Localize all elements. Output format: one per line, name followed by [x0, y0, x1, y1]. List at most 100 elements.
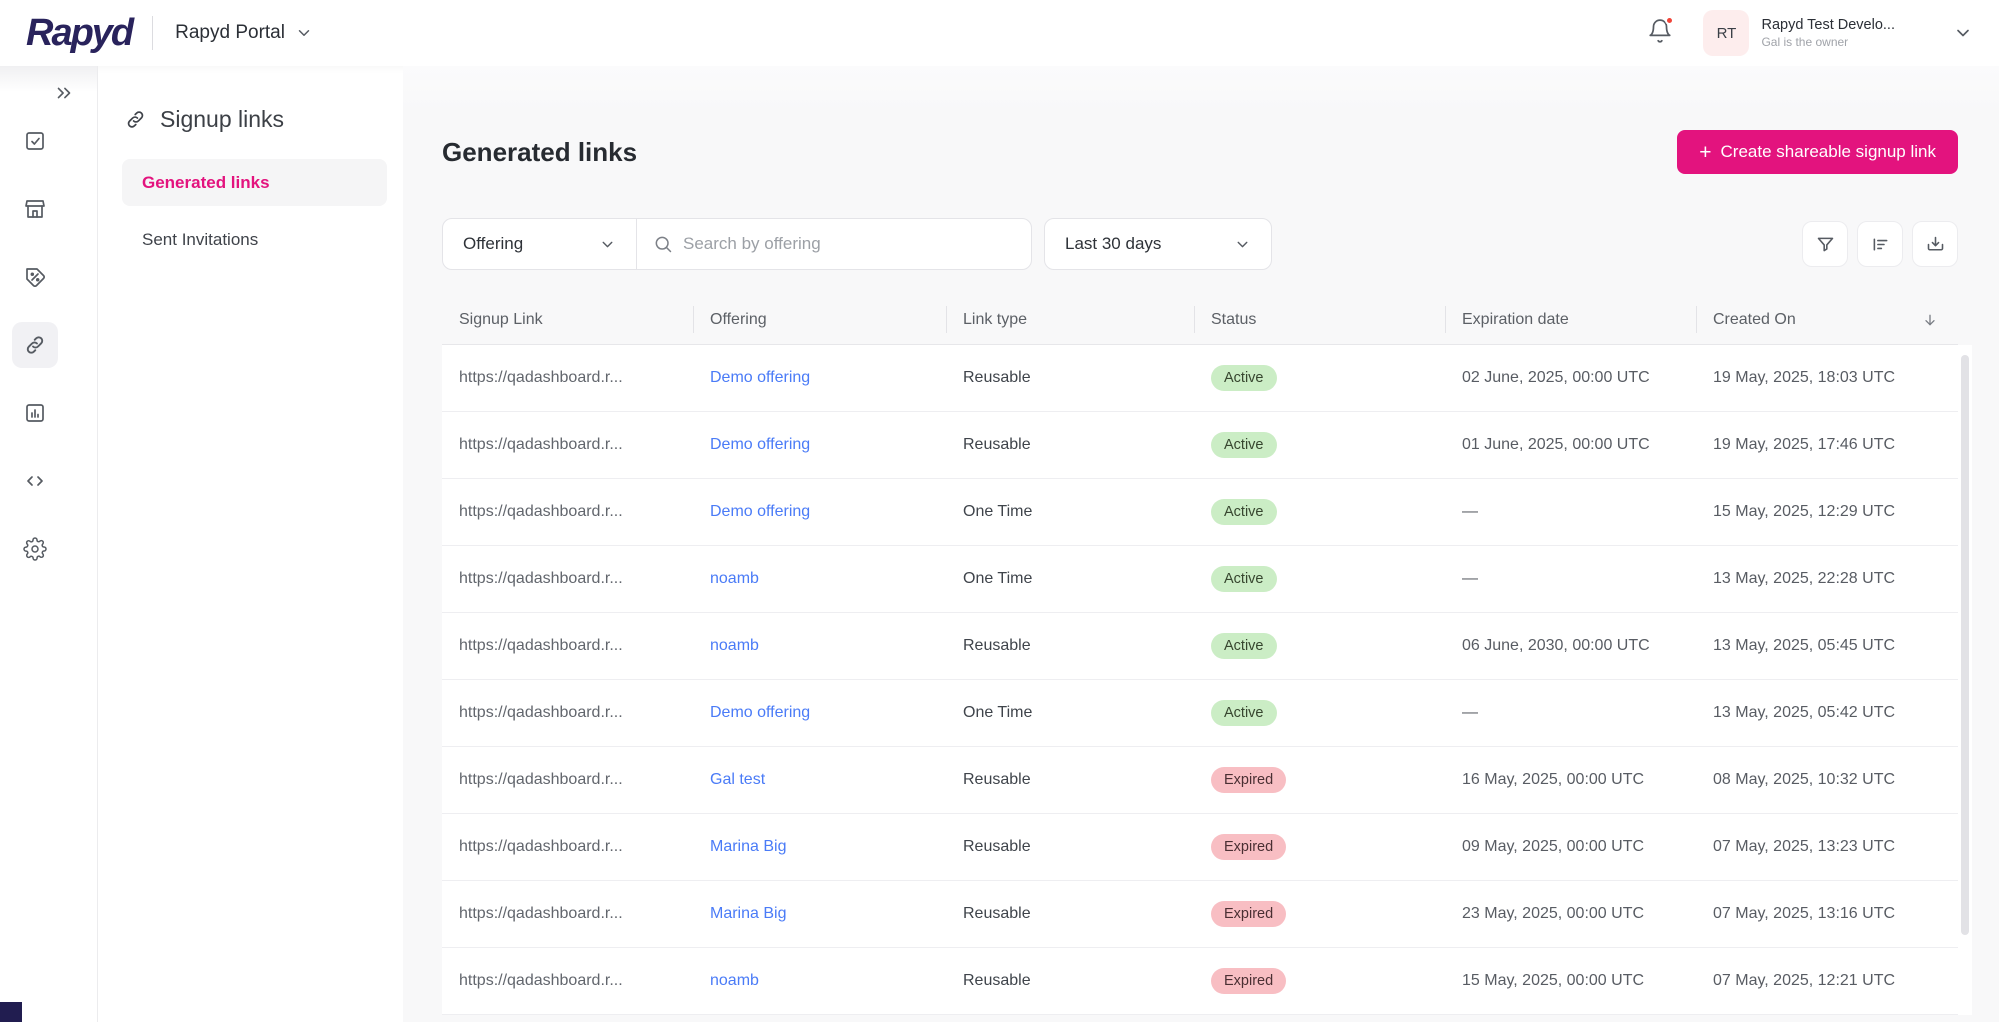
- rapyd-logo: Rapyd: [26, 11, 134, 54]
- cell-expiration-date: 15 May, 2025, 00:00 UTC: [1462, 972, 1645, 989]
- cell-status: Active: [1194, 365, 1445, 391]
- filter-button[interactable]: [1802, 221, 1848, 267]
- table-row: https://qadashboard.r... Gal test Reusab…: [442, 747, 1958, 814]
- search-combo: Offering: [442, 218, 1032, 270]
- column-header-offering: Offering: [693, 295, 946, 344]
- avatar[interactable]: RT: [1703, 10, 1750, 56]
- main-content: Generated links + Create shareable signu…: [403, 66, 1999, 1022]
- rail-item-reports[interactable]: [12, 390, 58, 436]
- rail-item-settings[interactable]: [12, 526, 58, 572]
- offering-link[interactable]: noamb: [710, 637, 759, 654]
- cell-created-on: 07 May, 2025, 13:23 UTC: [1713, 838, 1896, 855]
- storefront-icon: [23, 197, 47, 221]
- cell-offering: Demo offering: [693, 369, 946, 387]
- cell-offering: noamb: [693, 972, 946, 990]
- icon-rail: [0, 66, 97, 1022]
- notifications-button[interactable]: [1647, 15, 1675, 49]
- offering-filter-dropdown[interactable]: Offering: [443, 219, 636, 269]
- cell-status: Active: [1194, 432, 1445, 458]
- bar-chart-icon: [23, 401, 47, 425]
- cell-offering: noamb: [693, 570, 946, 588]
- bottom-left-widget[interactable]: [0, 1002, 22, 1022]
- cell-created-on: 13 May, 2025, 22:28 UTC: [1713, 570, 1896, 587]
- cell-created-on: 08 May, 2025, 10:32 UTC: [1713, 771, 1896, 788]
- status-badge: Active: [1211, 566, 1277, 592]
- expand-sidebar-button[interactable]: [53, 82, 97, 106]
- portal-switcher[interactable]: Rapyd Portal: [175, 22, 313, 44]
- vertical-scrollbar[interactable]: [1961, 355, 1969, 935]
- rail-item-signup-links[interactable]: [12, 322, 58, 368]
- offering-link[interactable]: Demo offering: [710, 503, 811, 520]
- table-row: https://qadashboard.r... noamb One Time …: [442, 546, 1958, 613]
- top-bar: Rapyd Rapyd Portal RT Rapyd Test Develo.…: [0, 0, 1999, 66]
- link-icon: [124, 108, 147, 131]
- cell-signup-link: https://qadashboard.r...: [459, 905, 623, 922]
- combo-divider: [636, 219, 637, 269]
- offering-link[interactable]: Demo offering: [710, 369, 811, 386]
- offering-link[interactable]: Gal test: [710, 771, 766, 788]
- sort-button[interactable]: [1857, 221, 1903, 267]
- download-button[interactable]: [1912, 221, 1958, 267]
- cell-signup-link: https://qadashboard.r...: [459, 838, 623, 855]
- cell-signup-link: https://qadashboard.r...: [459, 771, 623, 788]
- cell-status: Active: [1194, 700, 1445, 726]
- offering-link[interactable]: Demo offering: [710, 436, 811, 453]
- generated-links-table: Signup Link Offering Link type Status Ex…: [442, 295, 1972, 1015]
- status-badge: Expired: [1211, 834, 1287, 860]
- offering-link[interactable]: noamb: [710, 972, 759, 989]
- cell-status: Expired: [1194, 767, 1445, 793]
- table-body: https://qadashboard.r... Demo offering R…: [442, 345, 1972, 1015]
- created-on-label: Created On: [1713, 310, 1796, 328]
- status-badge: Active: [1211, 499, 1277, 525]
- link-icon: [23, 333, 47, 357]
- cell-status: Expired: [1194, 968, 1445, 994]
- rail-item-tasks[interactable]: [12, 118, 58, 164]
- offering-link[interactable]: Demo offering: [710, 704, 811, 721]
- cell-offering: Gal test: [693, 771, 946, 789]
- rail-item-merchants[interactable]: [12, 186, 58, 232]
- cell-offering: Marina Big: [693, 905, 946, 923]
- table-row: https://qadashboard.r... Demo offering R…: [442, 412, 1958, 479]
- account-subtitle: Gal is the owner: [1761, 34, 1849, 49]
- cell-created-on: 13 May, 2025, 05:45 UTC: [1713, 637, 1896, 654]
- cell-link-type: One Time: [963, 570, 1033, 587]
- portal-label: Rapyd Portal: [175, 22, 285, 43]
- cell-link-type: One Time: [963, 704, 1033, 721]
- cell-link-type: Reusable: [963, 838, 1031, 855]
- rail-item-developers[interactable]: [12, 458, 58, 504]
- cell-expiration-date: 16 May, 2025, 00:00 UTC: [1462, 771, 1645, 788]
- offering-link[interactable]: noamb: [710, 570, 759, 587]
- create-signup-link-button[interactable]: + Create shareable signup link: [1677, 130, 1958, 174]
- search-icon: [653, 234, 673, 254]
- cell-expiration-date: —: [1462, 704, 1478, 721]
- table-row: https://qadashboard.r... Demo offering R…: [442, 345, 1958, 412]
- cell-expiration-date: —: [1462, 503, 1478, 520]
- chevron-down-icon: [1234, 236, 1251, 253]
- search-input[interactable]: [683, 234, 1015, 254]
- price-tag-icon: [23, 265, 47, 289]
- cell-signup-link: https://qadashboard.r...: [459, 972, 623, 989]
- checkbox-icon: [23, 129, 47, 153]
- cell-created-on: 19 May, 2025, 18:03 UTC: [1713, 369, 1896, 386]
- column-header-expiration-date: Expiration date: [1445, 295, 1696, 344]
- offering-link[interactable]: Marina Big: [710, 905, 787, 922]
- account-menu-chevron-icon[interactable]: [1953, 23, 1973, 43]
- column-header-created-on[interactable]: Created On: [1696, 295, 1958, 344]
- cell-expiration-date: 02 June, 2025, 00:00 UTC: [1462, 369, 1650, 386]
- cell-link-type: Reusable: [963, 637, 1031, 654]
- table-row: https://qadashboard.r... noamb Reusable …: [442, 613, 1958, 680]
- sidebar-item-generated-links[interactable]: Generated links: [122, 159, 387, 206]
- offering-link[interactable]: Marina Big: [710, 838, 787, 855]
- rail-item-offers[interactable]: [12, 254, 58, 300]
- date-range-dropdown[interactable]: Last 30 days: [1044, 218, 1272, 270]
- table-header: Signup Link Offering Link type Status Ex…: [442, 295, 1958, 345]
- cell-offering: noamb: [693, 637, 946, 655]
- double-chevron-right-icon: [53, 82, 75, 104]
- cell-offering: Demo offering: [693, 436, 946, 454]
- scrollbar-track: [1958, 345, 1972, 1015]
- cell-expiration-date: 23 May, 2025, 00:00 UTC: [1462, 905, 1645, 922]
- sidebar-item-sent-invitations[interactable]: Sent Invitations: [142, 229, 259, 249]
- status-badge: Active: [1211, 432, 1277, 458]
- cell-created-on: 13 May, 2025, 05:42 UTC: [1713, 704, 1896, 721]
- account-info: Rapyd Test Develo... Gal is the owner: [1761, 16, 1895, 49]
